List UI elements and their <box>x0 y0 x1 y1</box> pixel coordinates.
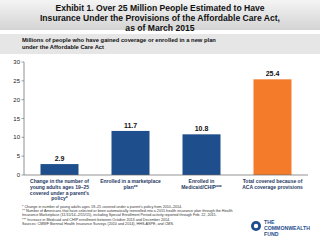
tick-mark <box>22 99 25 100</box>
bar <box>254 79 292 175</box>
logo: THECOMMONWEALTHFUND <box>264 219 310 237</box>
category-label: Enrolled in a marketplaceplan** <box>100 178 161 190</box>
footnote: ** Number of Americans that have selecte… <box>22 209 233 217</box>
text-line: Exhibit 1. Over 25 Million People Estima… <box>55 3 264 13</box>
tick-label: 20 <box>13 97 20 103</box>
bar <box>183 134 221 175</box>
text-line: plan** <box>123 184 137 190</box>
text-line: Millions of people who have gained cover… <box>22 37 216 43</box>
footnote: Sources: CMWF Biennial Health Insurance … <box>22 222 174 226</box>
text-line: under the Affordable Care Act <box>22 44 104 50</box>
bar <box>112 131 150 175</box>
tick-label: 25 <box>13 78 20 84</box>
bars <box>41 79 292 175</box>
tick-label: 10 <box>13 134 20 140</box>
tick-label: 5 <box>17 153 21 159</box>
tick-label: 30 <box>13 59 20 65</box>
text-line: as of March 2015 <box>125 23 194 33</box>
text-line: Medicaid/CHIP*** <box>181 184 222 190</box>
bar <box>41 164 79 175</box>
tick-mark <box>22 80 25 81</box>
text-line: Sources: CMWF Biennial Health Insurance … <box>22 222 174 226</box>
subtitle: Millions of people who have gained cover… <box>22 37 216 50</box>
tick-mark <box>22 175 25 176</box>
category-label: Change in the number ofyoung adults ages… <box>30 178 89 201</box>
data-label: 10.8 <box>195 125 209 132</box>
tick-mark <box>22 137 25 138</box>
text-line: policy* <box>51 195 67 201</box>
data-label: 2.9 <box>55 155 65 162</box>
logo-icon <box>251 221 261 231</box>
tick-label: 0 <box>17 172 21 178</box>
title: Exhibit 1. Over 25 Million People Estima… <box>40 3 280 33</box>
category-label: Enrolled inMedicaid/CHIP*** <box>181 178 222 190</box>
tick-label: 15 <box>13 116 20 122</box>
data-label: 25.4 <box>266 70 280 77</box>
text-line: Insurance Under the Provisions of the Af… <box>40 13 280 23</box>
text-line: FUND <box>264 231 279 237</box>
tick-mark <box>22 118 25 119</box>
data-label: 11.7 <box>124 122 137 129</box>
tick-mark <box>22 156 25 157</box>
y-axis <box>24 62 25 175</box>
subtitle-band <box>0 34 320 54</box>
tick-mark <box>22 62 25 63</box>
text-line: ACA coverage provisions <box>242 184 303 190</box>
category-label: Total covered because ofACA coverage pro… <box>242 178 303 190</box>
x-axis <box>24 175 308 176</box>
chart: Exhibit 1. Over 25 Million People Estima… <box>0 0 320 240</box>
logo-icon <box>254 224 258 228</box>
